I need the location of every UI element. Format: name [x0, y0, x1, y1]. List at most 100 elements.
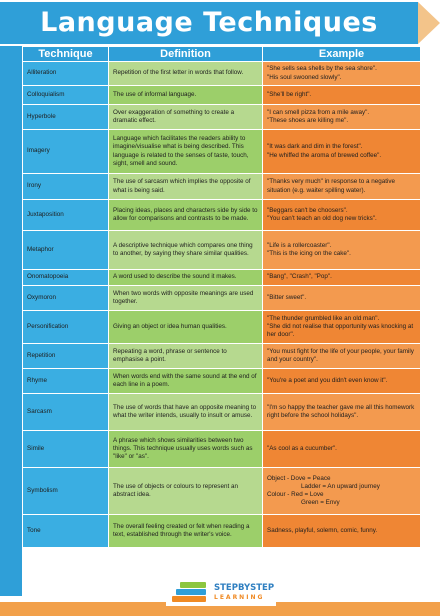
definition-cell: Language which facilitates the readers a… — [108, 129, 263, 174]
example-cell: Sadness, playful, solemn, comic, funny. — [262, 514, 421, 548]
example-line: Object - Dove = Peace — [267, 474, 331, 482]
example-cell: "You're a poet and you didn't even know … — [262, 368, 421, 394]
technique-cell: Personification — [22, 310, 109, 344]
example-line: "Bang", "Crash", "Pop". — [267, 273, 332, 281]
example-line: "His soul swooned slowly". — [267, 73, 342, 81]
table-row: Onomatopoeia A word used to describe the … — [22, 269, 421, 286]
table-row: Repetition Repeating a word, phrase or se… — [22, 343, 421, 369]
table-row: Hyperbole Over exaggeration of something … — [22, 104, 421, 130]
example-line: Ladder = An upward journey — [301, 482, 380, 490]
page-title: Language Techniques — [40, 7, 378, 38]
example-cell: "I can smell pizza from a mile away". "Th… — [262, 104, 421, 130]
example-line: "I'm so happy the teacher gave me all th… — [267, 403, 415, 419]
table-header-row: Technique Definition Example — [22, 46, 421, 62]
example-line: "Beggars can't be choosers". — [267, 206, 348, 214]
footer-strip — [0, 602, 440, 616]
table-row: Simile A phrase which shows similarities … — [22, 430, 421, 468]
example-line: "This is the icing on the cake". — [267, 250, 351, 257]
technique-cell: Irony — [22, 173, 109, 200]
definition-cell: The use of informal language. — [108, 85, 263, 105]
example-line: "It was dark and dim in the forest". — [267, 143, 363, 151]
table-row: Colloquialism The use of informal languag… — [22, 85, 421, 105]
example-cell: "Bitter sweet". — [262, 285, 421, 311]
example-line: "The thunder grumbled like an old man". — [267, 314, 380, 322]
definition-cell: The use of objects or colours to represe… — [108, 467, 263, 515]
example-line: "She'll be right". — [267, 90, 312, 98]
table-row: Alliteration Repetition of the first lett… — [22, 61, 421, 86]
example-cell: Object - Dove = Peace Ladder = An upward … — [262, 467, 421, 515]
example-cell: "The thunder grumbled like an old man". "… — [262, 310, 421, 344]
table-row: Personification Giving an object or idea … — [22, 310, 421, 344]
example-line: "Life is a rollercoaster". — [267, 241, 332, 249]
technique-cell: Sarcasm — [22, 393, 109, 431]
example-line: "He whiffed the aroma of brewed coffee". — [267, 151, 382, 159]
title-banner — [0, 2, 418, 44]
logo-text-primary: STEPBYSTEP — [214, 583, 275, 593]
definition-cell: The use of sarcasm which implies the opp… — [108, 173, 263, 200]
definition-cell: Repetition of the first letter in words … — [108, 61, 263, 86]
technique-cell: Oxymoron — [22, 285, 109, 311]
example-line: Green = Envy — [301, 499, 340, 507]
example-line: "Thanks very much" in response to a nega… — [267, 178, 396, 194]
technique-cell: Simile — [22, 430, 109, 468]
example-cell: "Life is a rollercoaster". "This is the i… — [262, 230, 421, 270]
example-line: "She did not realise that opportunity wa… — [267, 322, 414, 339]
example-cell: "As cool as a cucumber". — [262, 430, 421, 468]
table-row: Tone The overall feeling created or felt … — [22, 514, 421, 548]
definition-cell: A descriptive technique which compares o… — [108, 230, 263, 270]
example-cell: "She sells sea shells by the sea shore".… — [262, 61, 421, 86]
technique-cell: Repetition — [22, 343, 109, 369]
table-row: Juxtaposition Placing ideas, places and c… — [22, 199, 421, 231]
technique-cell: Hyperbole — [22, 104, 109, 130]
definition-cell: A phrase which shows similarities betwee… — [108, 430, 263, 468]
example-cell: "It was dark and dim in the forest". "He … — [262, 129, 421, 174]
technique-cell: Alliteration — [22, 61, 109, 86]
example-cell: "You must fight for the life of your peo… — [262, 343, 421, 369]
example-cell: "Beggars can't be choosers". "You can't t… — [262, 199, 421, 231]
table-row: Symbolism The use of objects or colours t… — [22, 467, 421, 515]
technique-cell: Onomatopoeia — [22, 269, 109, 286]
technique-cell: Colloquialism — [22, 85, 109, 105]
example-line: Sadness, playful, solemn, comic, funny. — [267, 526, 378, 534]
technique-cell: Symbolism — [22, 467, 109, 515]
table-row: Metaphor A descriptive technique which co… — [22, 230, 421, 270]
technique-cell: Rhyme — [22, 368, 109, 394]
table-row: Irony The use of sarcasm which implies th… — [22, 173, 421, 200]
header-technique: Technique — [22, 46, 109, 62]
example-line: "Bitter sweet". — [267, 293, 307, 301]
technique-cell: Imagery — [22, 129, 109, 174]
definition-cell: The use of words that have an opposite m… — [108, 393, 263, 431]
technique-cell: Tone — [22, 514, 109, 548]
example-line: "She sells sea shells by the sea shore". — [267, 65, 377, 73]
definition-cell: The overall feeling created or felt when… — [108, 514, 263, 548]
definition-cell: Over exaggeration of something to create… — [108, 104, 263, 130]
definition-cell: When two words with opposite meanings ar… — [108, 285, 263, 311]
table-row: Rhyme When words end with the same sound … — [22, 368, 421, 394]
definition-cell: Placing ideas, places and characters sid… — [108, 199, 263, 231]
example-line: "These shoes are killing me". — [267, 117, 349, 124]
definition-cell: Repeating a word, phrase or sentence to … — [108, 343, 263, 369]
techniques-table: Technique Definition Example Alliteratio… — [22, 46, 421, 548]
logo: STEPBYSTEP LEARNING — [166, 576, 276, 606]
example-cell: "I'm so happy the teacher gave me all th… — [262, 393, 421, 431]
definition-cell: Giving an object or idea human qualities… — [108, 310, 263, 344]
example-line: "You're a poet and you didn't even know … — [267, 376, 388, 384]
example-line: "You can't teach an old dog new tricks". — [267, 215, 377, 222]
technique-cell: Metaphor — [22, 230, 109, 270]
definition-cell: A word used to describe the sound it mak… — [108, 269, 263, 286]
example-line: Colour - Red = Love — [267, 491, 324, 498]
example-cell: "Thanks very much" in response to a nega… — [262, 173, 421, 200]
table-row: Sarcasm The use of words that have an opp… — [22, 393, 421, 431]
table-row: Oxymoron When two words with opposite mea… — [22, 285, 421, 311]
header-example: Example — [262, 46, 421, 62]
technique-cell: Juxtaposition — [22, 199, 109, 231]
table-row: Imagery Language which facilitates the re… — [22, 129, 421, 174]
example-cell: "Bang", "Crash", "Pop". — [262, 269, 421, 286]
example-cell: "She'll be right". — [262, 85, 421, 105]
header-definition: Definition — [108, 46, 263, 62]
example-line: "I can smell pizza from a mile away". — [267, 108, 370, 116]
example-line: "You must fight for the life of your peo… — [267, 347, 414, 363]
pencil-tip-decoration — [418, 2, 440, 44]
logo-text-secondary: LEARNING — [214, 594, 265, 601]
left-border-strip — [0, 46, 22, 596]
